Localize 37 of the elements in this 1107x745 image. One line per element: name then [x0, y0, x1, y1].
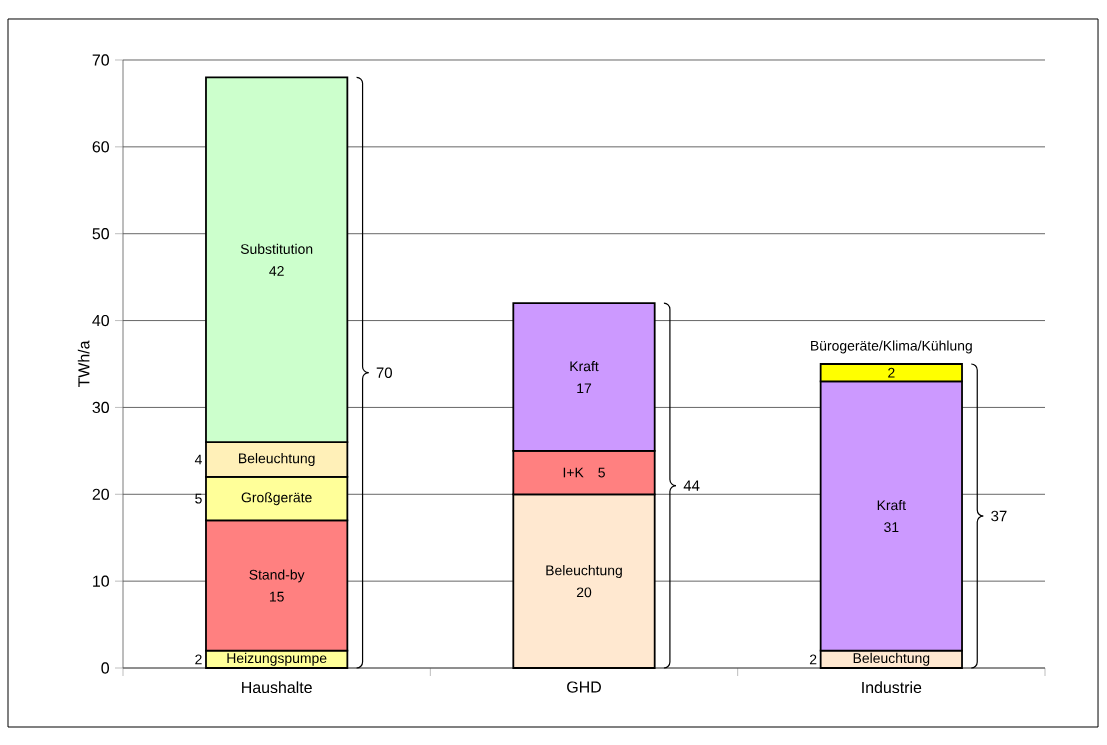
data-label: 2 — [195, 654, 202, 665]
text: Kraft — [570, 361, 599, 372]
y-axis-title: TWh/a — [77, 340, 90, 388]
series-label: Beleuchtung — [853, 652, 930, 666]
x-tick-label: GHD — [567, 681, 601, 693]
series-label: Kraft — [877, 499, 906, 511]
y-tick-label: 60 — [92, 141, 109, 153]
text: Beleuchtung — [546, 565, 622, 579]
data-label: 31 — [884, 522, 899, 533]
total-label: 70 — [376, 367, 392, 378]
data-label: 2 — [888, 367, 895, 378]
series-label: Bürogeräte/Klima/Kühlung — [811, 340, 972, 354]
series-label: I+K — [563, 467, 584, 478]
y-tick-label: 40 — [92, 314, 109, 327]
x-tick-label: Haushalte — [242, 681, 312, 694]
series-label: Beleuchtung — [239, 453, 315, 467]
series-label: Großgeräte — [241, 492, 312, 506]
y-tick-label: 70 — [92, 54, 109, 66]
series-label: Stand-by — [249, 569, 305, 583]
y-tick-label: 20 — [92, 488, 109, 500]
x-tick-label: Industrie — [862, 681, 922, 694]
series-label: Heizungspumpe — [227, 652, 327, 666]
y-tick-label: 0 — [101, 662, 109, 674]
y-tick-label: 10 — [93, 575, 109, 587]
y-tick-label: 50 — [92, 228, 109, 240]
total-label: 44 — [683, 480, 700, 491]
total-label: 37 — [991, 510, 1007, 522]
data-label: 2 — [809, 654, 817, 665]
data-label: 5 — [195, 493, 202, 504]
series-label: Substitution — [240, 243, 313, 254]
data-label: 5 — [598, 467, 605, 478]
y-tick-label: 30 — [92, 401, 109, 414]
data-label: 15 — [269, 591, 284, 602]
data-label: 4 — [194, 454, 202, 465]
data-label: 20 — [576, 587, 592, 598]
data-label: 17 — [577, 383, 592, 394]
data-label: 42 — [269, 266, 284, 276]
